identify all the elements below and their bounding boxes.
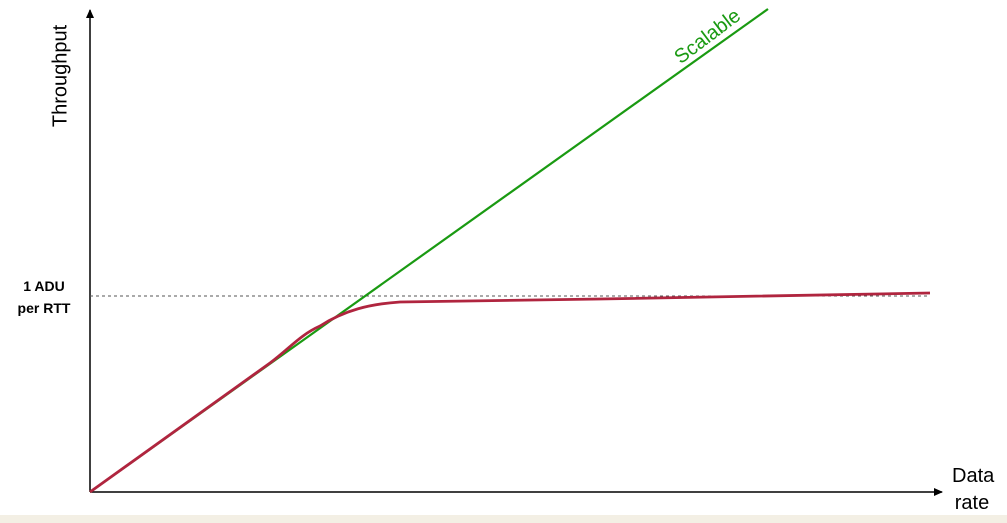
actual-throughput-curve	[90, 293, 930, 492]
y-axis-label: Throughput	[50, 25, 73, 127]
level-label: 1 ADU per RTT	[4, 275, 84, 319]
level-label-line2: per RTT	[4, 297, 84, 319]
x-axis-label-line2: rate	[952, 490, 992, 517]
level-label-line1: 1 ADU	[4, 275, 84, 297]
x-axis-label-line1: Data	[952, 463, 992, 490]
x-axis-label: Data rate	[952, 463, 992, 517]
